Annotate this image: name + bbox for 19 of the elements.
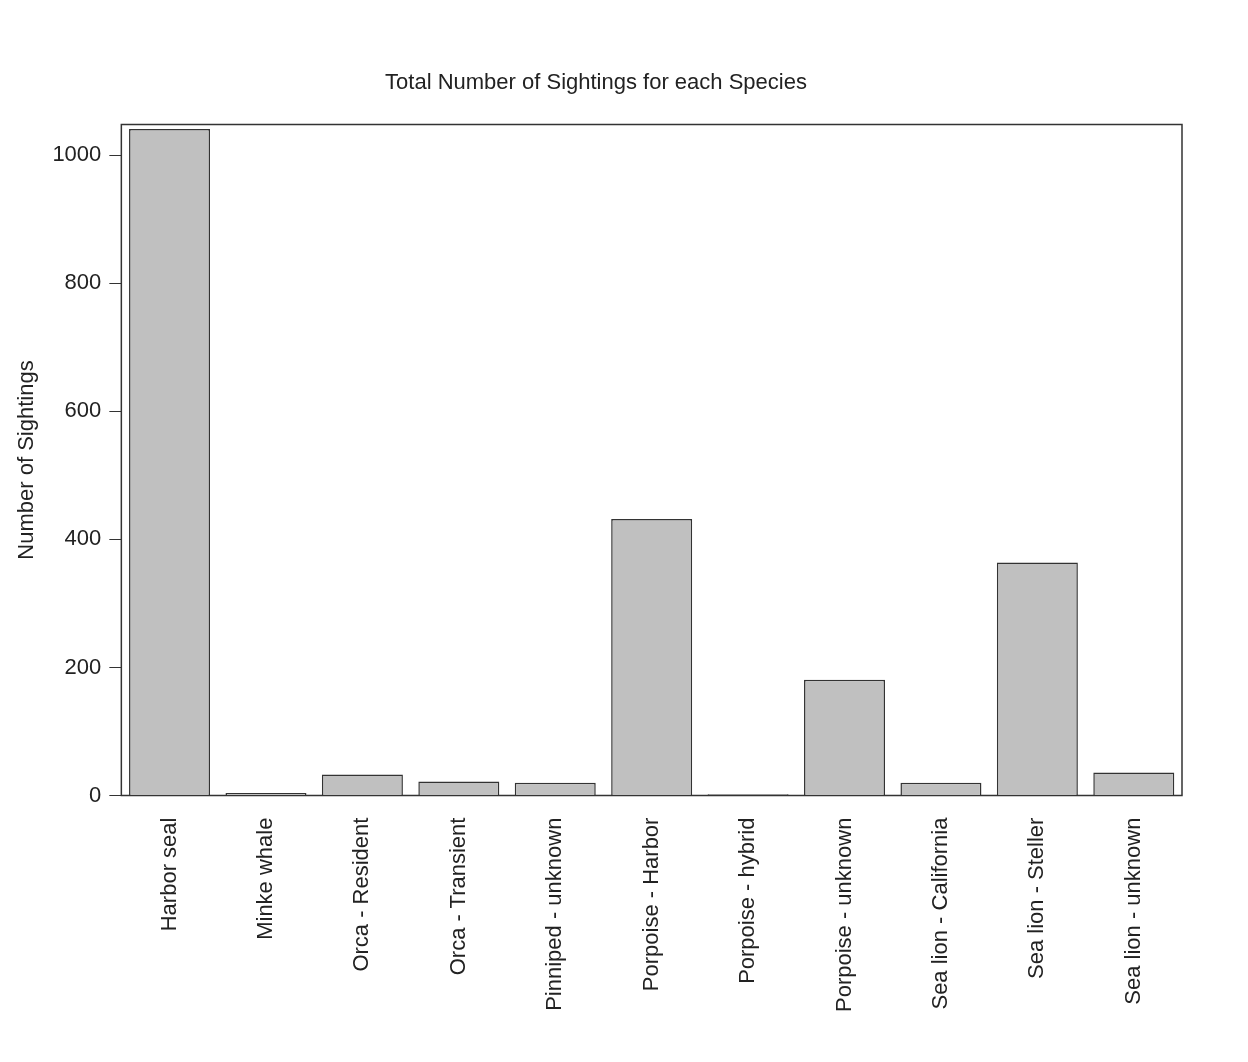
x-tick-label: Orca - Transient	[444, 817, 470, 976]
x-tick-label: Porpoise - Harbor	[637, 817, 663, 992]
y-tick-label: 0	[89, 781, 102, 807]
y-tick-label: 200	[64, 653, 102, 679]
x-tick-label: Orca - Resident	[348, 817, 374, 972]
y-tick-label: 400	[64, 525, 102, 551]
x-tick-label: Pinniped - unknown	[541, 817, 567, 1011]
x-tick-label: Porpoise - hybrid	[734, 817, 760, 984]
x-tick-label: Harbor seal	[155, 817, 181, 932]
x-tick-label: Porpoise - unknown	[830, 817, 856, 1013]
y-tick-label: 1000	[52, 141, 102, 167]
x-tick-label: Sea lion - unknown	[1119, 817, 1145, 1005]
x-tick-label: Sea lion - Steller	[1023, 817, 1049, 979]
chart-title: Total Number of Sightings for each Species	[385, 69, 807, 95]
y-tick-label: 600	[64, 397, 102, 423]
x-tick-label: Minke whale	[252, 817, 278, 940]
y-axis-title: Number of Sightings	[13, 360, 39, 560]
x-tick-label: Sea lion - California	[927, 816, 952, 1010]
y-tick-label: 800	[64, 269, 102, 295]
